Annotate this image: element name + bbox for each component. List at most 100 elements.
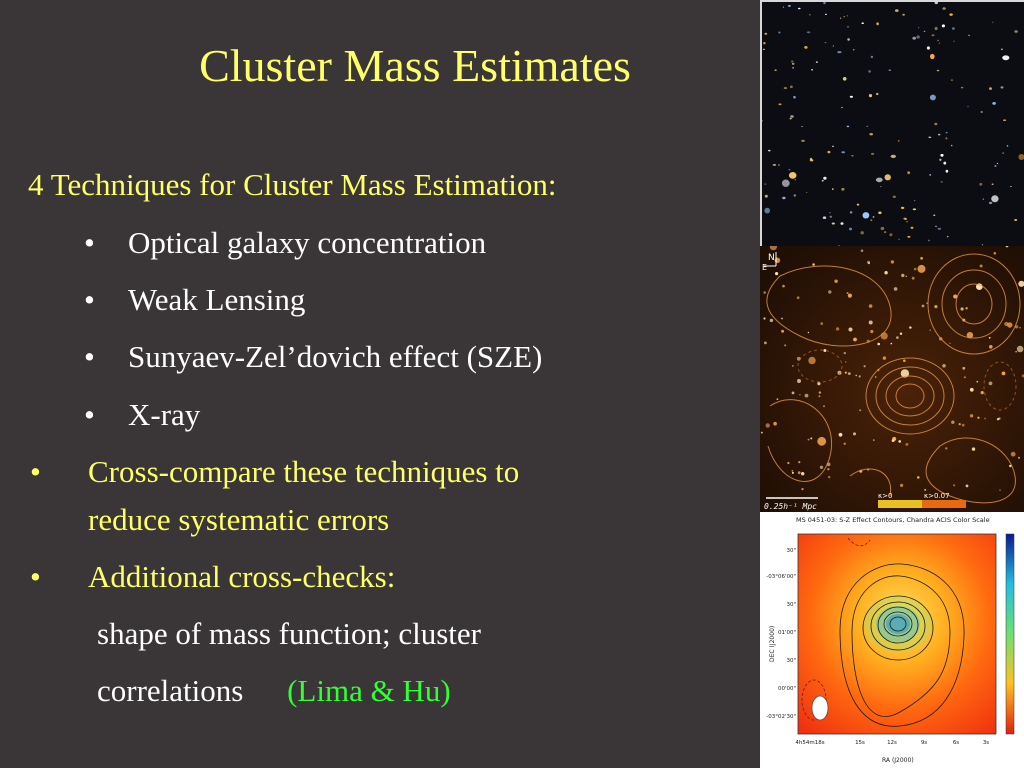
galaxy-dot — [790, 115, 794, 118]
galaxy-dot — [912, 208, 917, 211]
galaxy-dot — [917, 27, 920, 29]
galaxy-dot — [823, 2, 826, 5]
sz-ytick: -03°02'30" — [766, 714, 796, 720]
star-dot — [823, 349, 827, 352]
star-dot — [988, 381, 993, 386]
star-dot — [835, 327, 840, 331]
galaxy-dot — [849, 211, 853, 214]
star-dot — [792, 365, 794, 367]
galaxy-dot — [872, 216, 875, 218]
star-dot — [868, 320, 873, 325]
galaxy-dot — [805, 191, 808, 193]
star-dot — [844, 371, 847, 374]
galaxy-dot — [952, 27, 955, 30]
star-dot — [820, 322, 824, 325]
star-dot — [855, 374, 857, 377]
star-dot — [903, 359, 906, 362]
galaxy-dot — [801, 139, 805, 142]
star-dot — [843, 351, 846, 355]
galaxy-dot — [829, 215, 832, 218]
star-dot — [949, 342, 951, 344]
galaxy-dot — [992, 102, 996, 105]
star-dot — [965, 484, 969, 488]
galaxy-dot — [981, 244, 984, 246]
galaxy-dot — [914, 200, 916, 202]
galaxy-dot — [1003, 119, 1007, 121]
galaxy-dot — [945, 132, 948, 134]
star-dot — [827, 468, 830, 471]
star-dot — [909, 326, 912, 329]
galaxy-dot — [831, 222, 835, 225]
galaxy-dot — [928, 136, 932, 139]
galaxy-dot — [790, 85, 793, 89]
galaxy-dot — [940, 181, 943, 183]
galaxy-dot — [778, 31, 781, 34]
star-dot — [834, 279, 838, 283]
star-dot — [846, 292, 849, 294]
galaxy-dot — [935, 225, 937, 227]
star-dot — [976, 380, 979, 383]
star-dot — [828, 475, 831, 479]
galaxy-dot — [793, 95, 796, 99]
galaxy-dot — [884, 231, 887, 234]
star-dot — [781, 329, 785, 333]
sz-xtick: 4h54m18s — [795, 740, 824, 746]
lensing-key-right: κ>0.07 — [924, 492, 950, 500]
galaxy-dot — [788, 169, 791, 171]
star-dot — [791, 470, 794, 472]
galaxy-dot — [764, 207, 770, 214]
galaxy-dot — [878, 211, 882, 215]
star-dot — [969, 387, 974, 392]
galaxy-dot — [1006, 145, 1009, 147]
galaxy-dot — [841, 151, 845, 154]
galaxy-dot — [843, 16, 845, 18]
star-dot — [960, 307, 964, 311]
star-dot — [929, 329, 931, 331]
galaxy-dot — [821, 179, 824, 182]
galaxy-dot — [941, 24, 945, 28]
star-dot — [900, 369, 910, 378]
galaxy-dot — [989, 87, 992, 90]
star-dot — [796, 296, 800, 300]
galaxy-dot — [781, 179, 790, 187]
galaxy-dot — [949, 13, 953, 16]
star-dot — [787, 461, 790, 465]
galaxy-dot — [849, 227, 852, 231]
star-dot — [1010, 451, 1016, 457]
north-arrow-label: N — [768, 253, 775, 263]
galaxy-dot — [870, 219, 873, 222]
star-dot — [818, 391, 822, 394]
star-dot — [763, 291, 766, 294]
galaxy-dot — [875, 177, 883, 183]
star-dot — [1005, 246, 1009, 248]
galaxy-dot — [841, 187, 845, 191]
star-dot — [1018, 456, 1020, 459]
galaxy-dot — [822, 216, 827, 219]
star-dot — [999, 489, 1001, 491]
star-dot — [773, 421, 777, 426]
galaxy-dot — [866, 125, 869, 127]
galaxy-dot — [934, 2, 938, 5]
star-dot — [859, 409, 862, 412]
star-dot — [961, 423, 965, 427]
galaxy-dot — [982, 198, 985, 200]
galaxy-dot — [889, 233, 893, 237]
star-dot — [979, 264, 983, 268]
star-dot — [1004, 321, 1009, 327]
galaxy-dot — [875, 92, 879, 96]
galaxy-dot — [801, 126, 803, 127]
galaxy-dot — [943, 161, 947, 165]
star-dot — [884, 271, 888, 275]
deep-field-svg — [762, 2, 1024, 246]
sz-ytick: 30" — [786, 602, 796, 608]
galaxy-dot — [1002, 152, 1004, 154]
star-dot — [781, 317, 783, 320]
galaxy-dot — [764, 194, 768, 198]
galaxy-dot — [890, 154, 896, 158]
star-dot — [917, 264, 926, 273]
star-dot — [853, 337, 857, 342]
galaxy-dot — [923, 30, 926, 32]
galaxy-dot — [926, 46, 930, 50]
star-dot — [905, 275, 907, 277]
star-dot — [797, 471, 801, 475]
